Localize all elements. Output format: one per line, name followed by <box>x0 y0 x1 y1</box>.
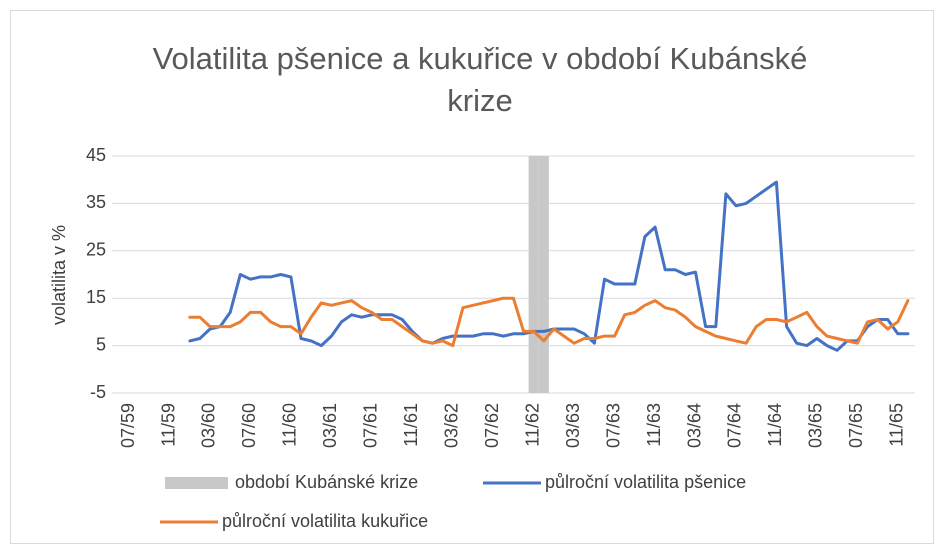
y-tick-label: -5 <box>90 382 106 402</box>
legend-label: období Kubánské krize <box>235 472 418 492</box>
x-tick-label: 11/59 <box>158 403 178 447</box>
x-tick-label: 07/62 <box>482 403 502 448</box>
y-tick-label: 5 <box>96 334 106 354</box>
x-tick-label: 03/61 <box>320 403 340 448</box>
x-tick-label: 03/65 <box>806 403 826 448</box>
y-tick-label: 15 <box>86 287 106 307</box>
chart-frame <box>10 10 934 544</box>
x-tick-label: 11/64 <box>765 403 785 447</box>
crisis-bar <box>538 156 549 393</box>
x-tick-label: 11/63 <box>644 403 664 447</box>
x-tick-label: 11/60 <box>280 403 300 447</box>
x-tick-label: 03/62 <box>442 403 462 448</box>
x-tick-label: 07/59 <box>118 403 138 448</box>
x-tick-label: 07/60 <box>239 403 259 448</box>
legend-swatch <box>165 477 228 489</box>
crisis-bar <box>528 156 539 393</box>
x-tick-label: 07/64 <box>725 403 745 448</box>
series-line <box>188 296 910 348</box>
y-tick-label: 35 <box>86 192 106 212</box>
legend-label: půlroční volatilita pšenice <box>545 472 746 492</box>
chart-title: Volatilita pšenice a kukuřice v období K… <box>152 41 808 118</box>
x-tick-label: 03/63 <box>563 403 583 448</box>
legend-label: půlroční volatilita kukuřice <box>222 511 428 531</box>
x-tick-label: 03/64 <box>684 403 704 448</box>
x-tick-label: 03/60 <box>199 403 219 448</box>
x-tick-label: 11/61 <box>401 403 421 447</box>
x-tick-label: 07/65 <box>846 403 866 448</box>
x-tick-label: 07/63 <box>603 403 623 448</box>
x-tick-label: 07/61 <box>361 403 381 448</box>
y-tick-label: 45 <box>86 145 106 165</box>
y-axis-label: volatilita v % <box>49 225 69 325</box>
x-tick-label: 11/62 <box>522 403 542 447</box>
y-tick-label: 25 <box>86 240 106 260</box>
x-tick-label: 11/65 <box>887 403 907 447</box>
series-line <box>188 180 910 352</box>
